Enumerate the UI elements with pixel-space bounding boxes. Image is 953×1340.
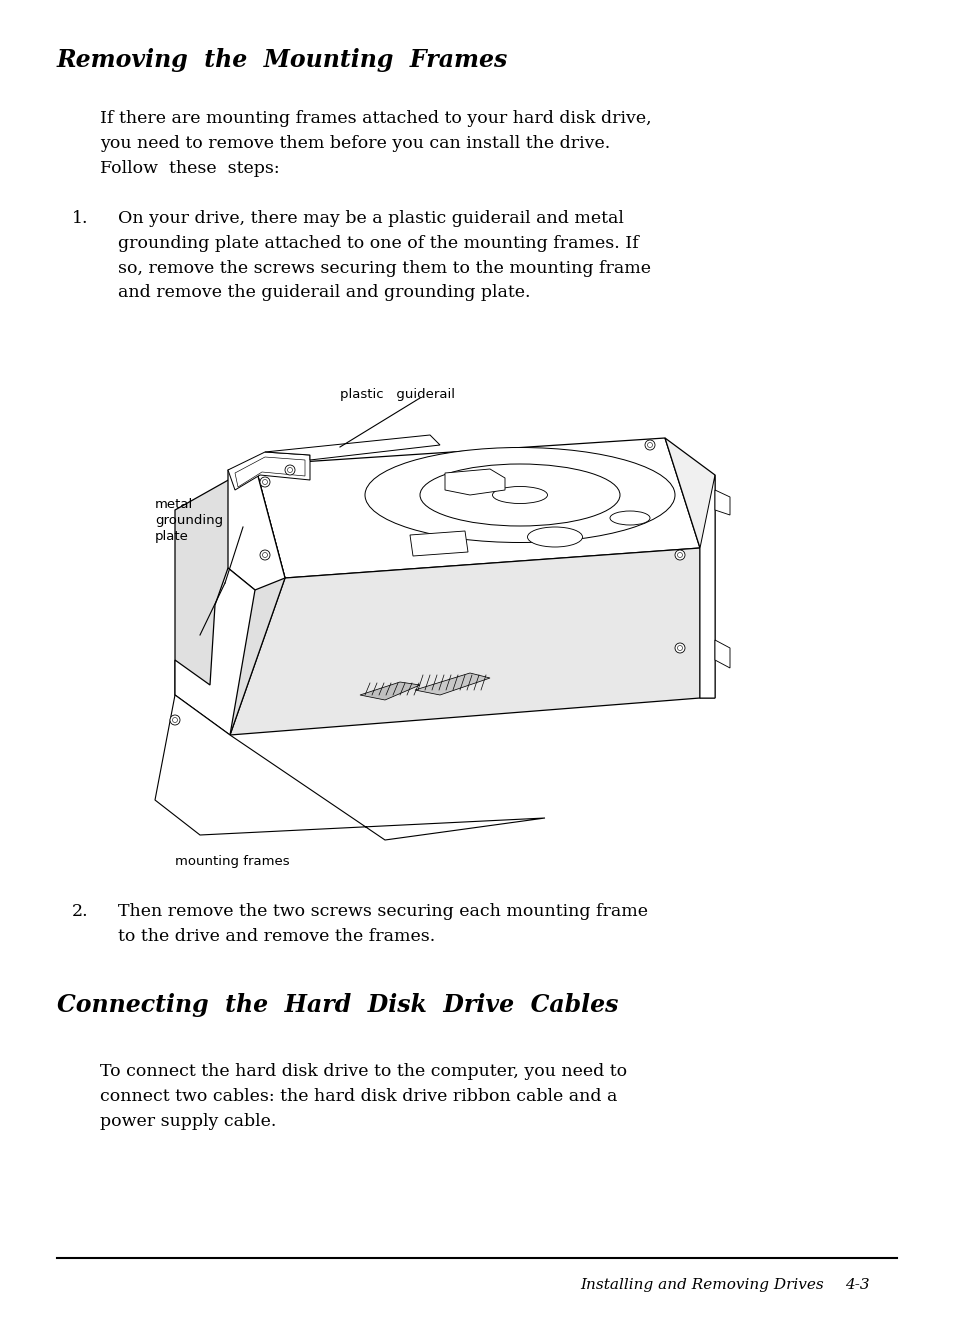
Polygon shape (154, 695, 544, 840)
Polygon shape (174, 568, 254, 736)
Polygon shape (228, 452, 310, 490)
Circle shape (260, 477, 270, 486)
Circle shape (285, 465, 294, 474)
Polygon shape (415, 673, 490, 695)
Text: Connecting  the  Hard  Disk  Drive  Cables: Connecting the Hard Disk Drive Cables (57, 993, 618, 1017)
Polygon shape (664, 438, 714, 698)
Polygon shape (230, 548, 700, 736)
Polygon shape (714, 641, 729, 669)
Text: metal: metal (154, 498, 193, 511)
Polygon shape (254, 438, 700, 578)
Ellipse shape (527, 527, 582, 547)
Circle shape (677, 646, 681, 650)
Circle shape (262, 480, 267, 485)
Text: grounding: grounding (154, 515, 223, 527)
Circle shape (675, 549, 684, 560)
Circle shape (172, 717, 177, 722)
Polygon shape (174, 465, 285, 736)
Text: 4-3: 4-3 (844, 1278, 869, 1292)
Text: mounting frames: mounting frames (174, 855, 290, 868)
Circle shape (262, 552, 267, 557)
Polygon shape (265, 436, 439, 460)
Circle shape (644, 440, 655, 450)
Text: If there are mounting frames attached to your hard disk drive,
you need to remov: If there are mounting frames attached to… (100, 110, 651, 177)
Text: plastic   guiderail: plastic guiderail (339, 389, 455, 401)
Circle shape (677, 552, 681, 557)
Polygon shape (359, 682, 419, 699)
Text: To connect the hard disk drive to the computer, you need to
connect two cables: : To connect the hard disk drive to the co… (100, 1063, 626, 1130)
Text: Installing and Removing Drives: Installing and Removing Drives (579, 1278, 822, 1292)
Text: Removing  the  Mounting  Frames: Removing the Mounting Frames (57, 48, 508, 72)
Circle shape (170, 716, 180, 725)
Polygon shape (700, 474, 714, 698)
Circle shape (647, 442, 652, 448)
Text: On your drive, there may be a plastic guiderail and metal
grounding plate attach: On your drive, there may be a plastic gu… (118, 210, 650, 302)
Circle shape (287, 468, 293, 473)
Ellipse shape (419, 464, 619, 527)
Text: Then remove the two screws securing each mounting frame
to the drive and remove : Then remove the two screws securing each… (118, 903, 647, 945)
Polygon shape (410, 531, 468, 556)
Text: 1.: 1. (71, 210, 89, 226)
Polygon shape (714, 490, 729, 515)
Polygon shape (444, 469, 504, 494)
Text: 2.: 2. (71, 903, 89, 921)
Polygon shape (228, 465, 285, 590)
Ellipse shape (609, 511, 649, 525)
Circle shape (260, 549, 270, 560)
Circle shape (675, 643, 684, 653)
Ellipse shape (365, 448, 675, 543)
Ellipse shape (492, 486, 547, 504)
Text: plate: plate (154, 531, 189, 543)
